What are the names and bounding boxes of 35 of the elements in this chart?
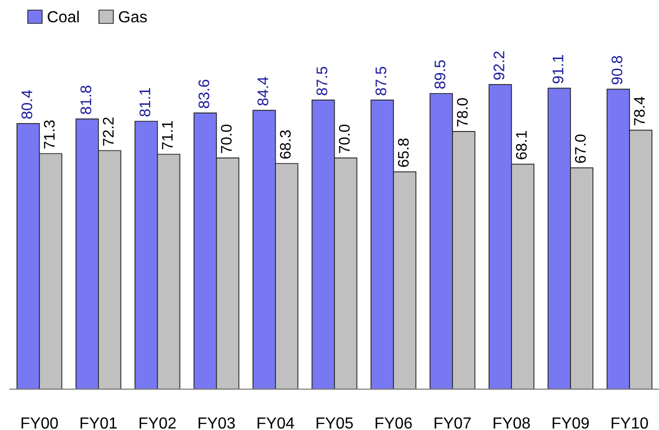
data-label: 83.6	[198, 80, 210, 108]
data-label: 71.1	[162, 121, 173, 150]
x-tick-label: FY04	[258, 417, 294, 429]
x-tick-label: FY10	[612, 417, 648, 429]
x-tick-label: FY07	[434, 417, 471, 429]
data-label: 80.4	[21, 90, 32, 119]
data-label: 89.5	[434, 60, 446, 89]
data-label: 68.1	[516, 131, 527, 160]
data-label: 90.8	[612, 56, 622, 84]
data-label: 87.5	[316, 66, 328, 96]
data-label: 81.8	[80, 86, 92, 114]
x-tick-label: FY03	[198, 417, 235, 429]
data-label: 91.1	[552, 55, 564, 84]
data-label: 67.0	[574, 134, 586, 163]
data-label: 84.4	[258, 76, 268, 106]
data-label: 71.3	[44, 120, 55, 149]
x-tick-label: FY05	[316, 417, 353, 429]
data-label: 72.2	[102, 118, 114, 146]
data-label: 78.4	[634, 96, 645, 126]
x-tick-label: FY00	[22, 417, 58, 429]
data-label: 65.8	[398, 138, 409, 167]
data-label: 87.5	[376, 66, 386, 96]
legend-label: Coal	[48, 10, 79, 22]
x-tick-label: FY01	[80, 417, 117, 429]
data-label: 68.3	[280, 130, 291, 159]
x-tick-label: FY09	[552, 417, 589, 429]
data-label: 70.0	[220, 124, 232, 153]
data-label: 81.1	[139, 88, 150, 116]
data-label: 70.0	[338, 124, 350, 153]
data-label: 78.0	[456, 98, 468, 127]
x-tick-label: FY06	[376, 417, 412, 429]
legend-label: Gas	[118, 11, 147, 22]
x-tick-label: FY08	[494, 417, 530, 429]
x-tick-label: FY02	[140, 417, 176, 429]
data-label: 92.2	[494, 51, 504, 80]
